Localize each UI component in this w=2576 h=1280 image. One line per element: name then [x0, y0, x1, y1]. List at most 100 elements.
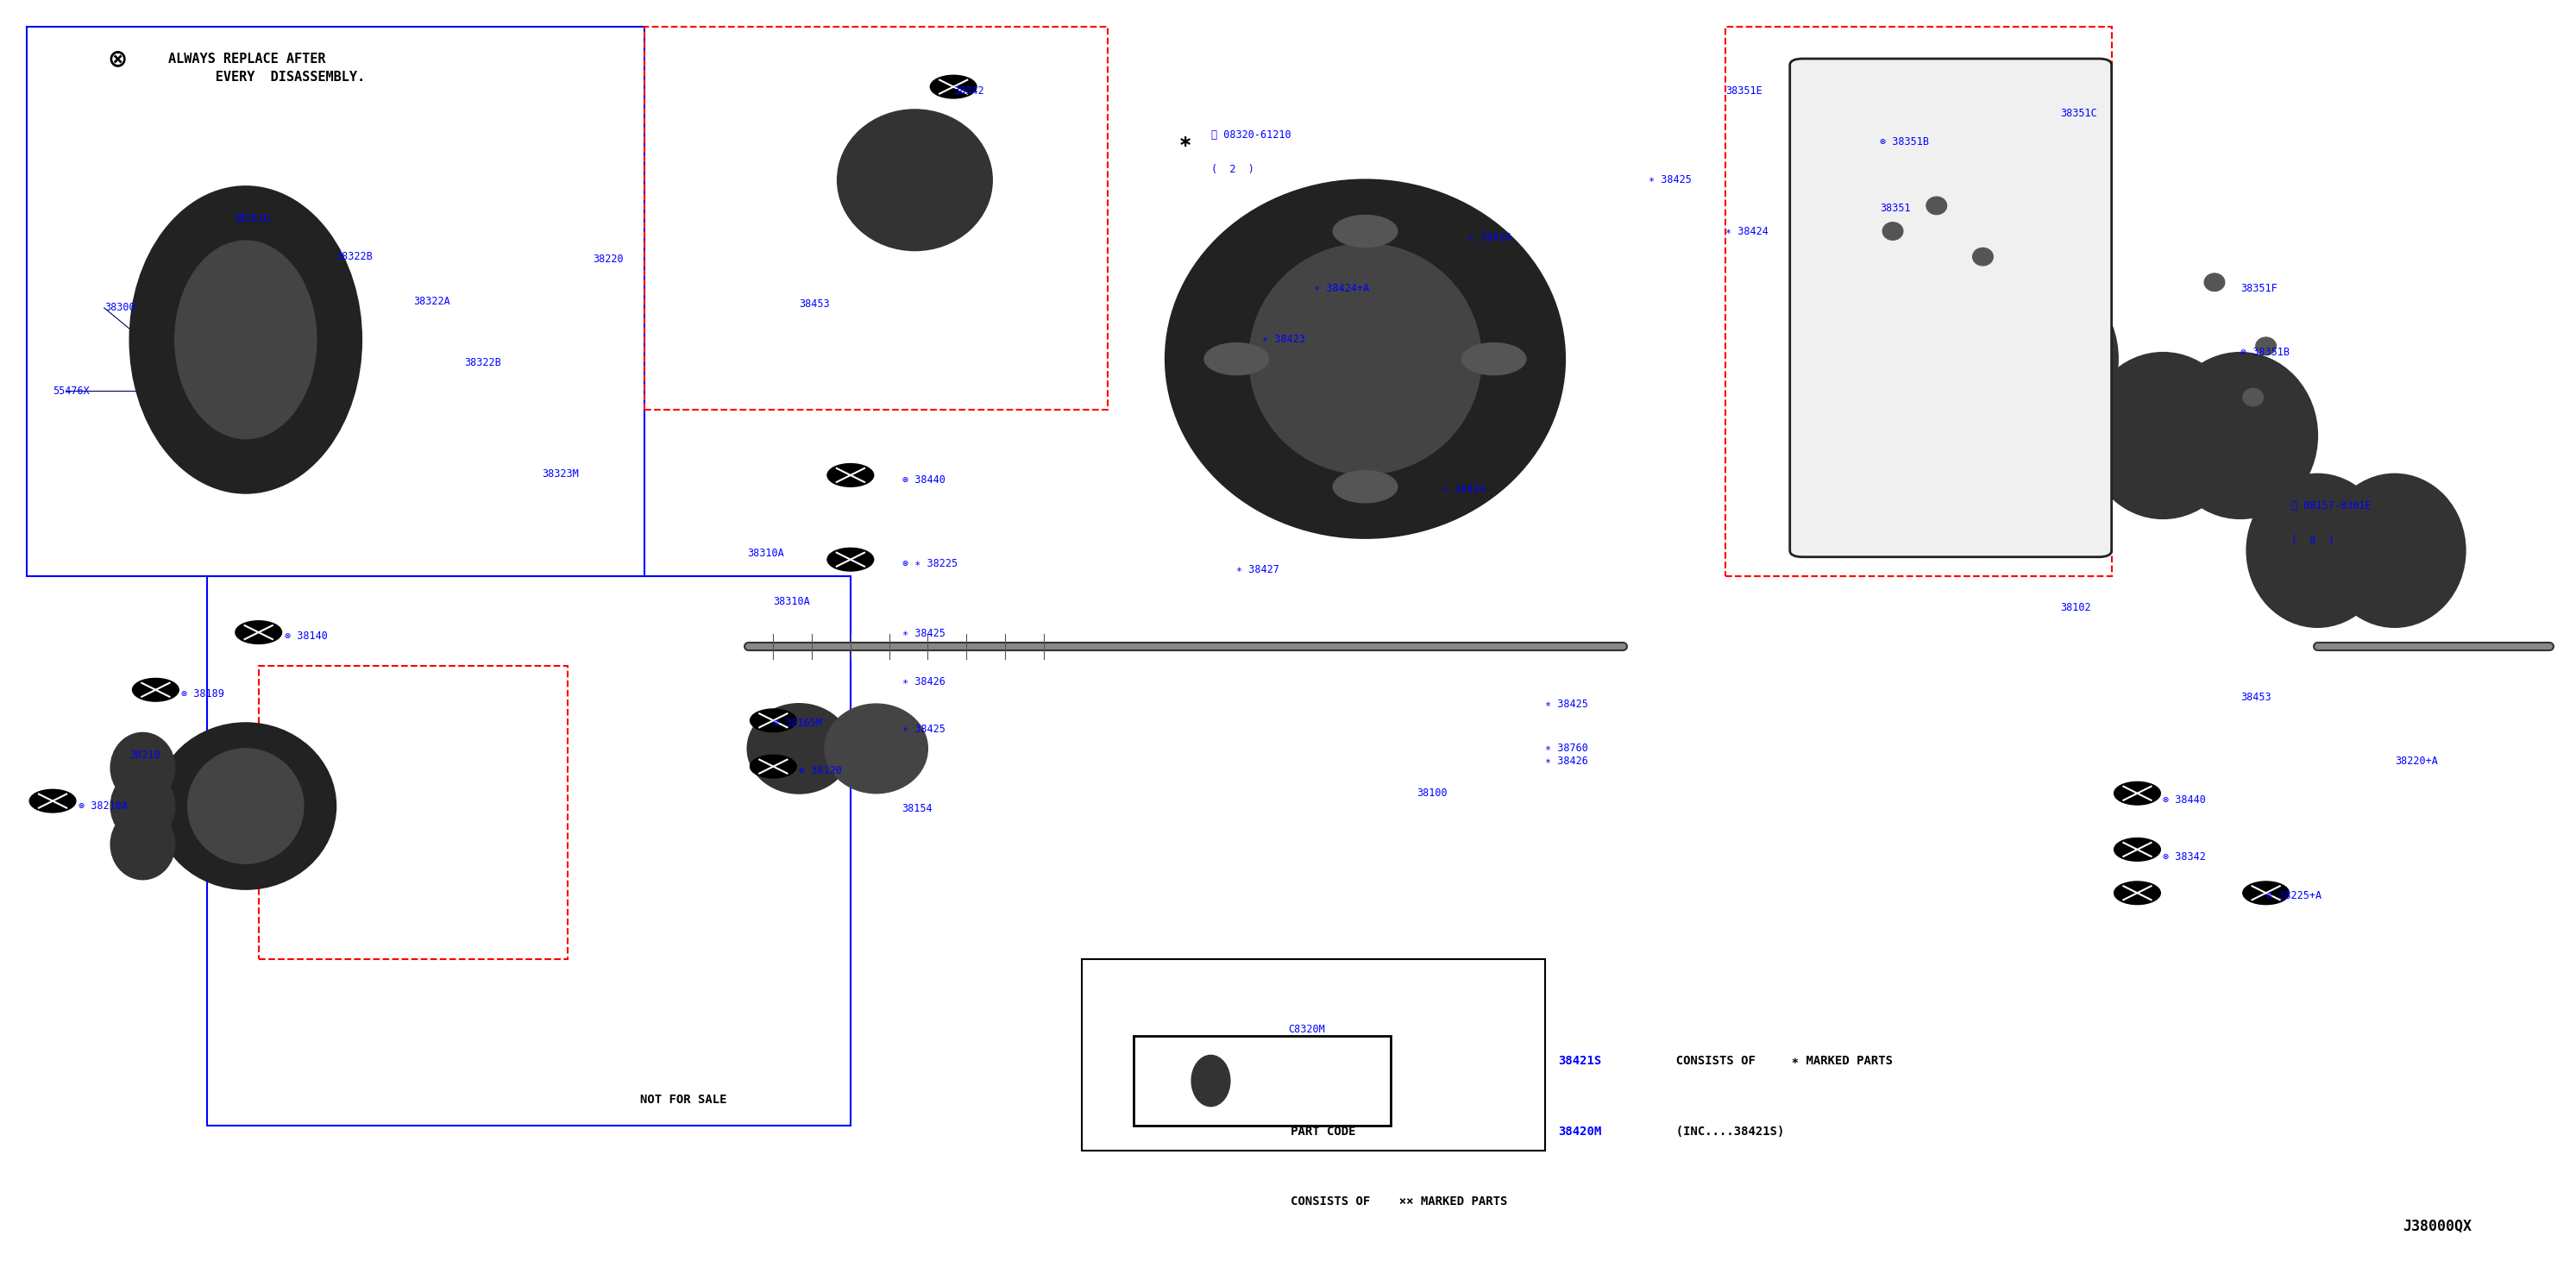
Text: ⊗ 38440: ⊗ 38440 — [2164, 794, 2205, 805]
Text: 55476X: 55476X — [52, 385, 90, 397]
Bar — [206, 576, 850, 1125]
Text: NOT FOR SALE: NOT FOR SALE — [639, 1094, 726, 1106]
Text: 38453: 38453 — [799, 298, 829, 310]
Text: 38154: 38154 — [902, 803, 933, 814]
Text: ∗ 38424: ∗ 38424 — [1726, 225, 1770, 237]
Text: 38300: 38300 — [103, 302, 134, 314]
Text: ∗ 38424: ∗ 38424 — [1443, 484, 1486, 495]
Ellipse shape — [1249, 244, 1481, 474]
Circle shape — [2115, 882, 2161, 905]
Text: 38100: 38100 — [1417, 787, 1448, 799]
Text: 38421S: 38421S — [1558, 1055, 1602, 1068]
Text: PART CODE: PART CODE — [1211, 1125, 1370, 1138]
Ellipse shape — [1206, 343, 1270, 375]
Bar — [1726, 27, 2112, 576]
Text: ∗ 38425: ∗ 38425 — [1546, 699, 1589, 709]
Circle shape — [131, 678, 178, 701]
Text: ⊗ 38165M: ⊗ 38165M — [773, 717, 822, 728]
Bar — [258, 666, 567, 960]
Ellipse shape — [2324, 474, 2465, 627]
Ellipse shape — [837, 110, 992, 251]
Text: CONSISTS OF    ×× MARKED PARTS: CONSISTS OF ×× MARKED PARTS — [1211, 1196, 1507, 1208]
Circle shape — [827, 548, 873, 571]
Text: 38310A: 38310A — [773, 596, 811, 607]
Ellipse shape — [155, 723, 335, 890]
Ellipse shape — [175, 241, 317, 439]
Text: ⊗ 38342: ⊗ 38342 — [2164, 851, 2205, 863]
Bar — [1082, 960, 1546, 1151]
Text: ⊗ 38225+A: ⊗ 38225+A — [2267, 890, 2321, 901]
Text: ∗ 38425: ∗ 38425 — [902, 723, 945, 735]
Ellipse shape — [1873, 270, 2040, 448]
Ellipse shape — [1927, 197, 1947, 215]
Ellipse shape — [2244, 388, 2264, 406]
Ellipse shape — [111, 809, 175, 879]
Text: CONSISTS OF     ∗ MARKED PARTS: CONSISTS OF ∗ MARKED PARTS — [1662, 1055, 1893, 1068]
Text: ⊗ 38351B: ⊗ 38351B — [2241, 347, 2290, 358]
Text: 38351G: 38351G — [232, 212, 270, 224]
Text: C8320M: C8320M — [1288, 1024, 1324, 1036]
Ellipse shape — [1883, 223, 1904, 241]
Text: ∗ 38425: ∗ 38425 — [902, 628, 945, 639]
Text: (  2  ): ( 2 ) — [1211, 164, 1255, 175]
Circle shape — [28, 790, 75, 813]
Text: 38351C: 38351C — [2061, 108, 2097, 119]
Text: ⊗ 38120: ⊗ 38120 — [799, 764, 842, 776]
FancyBboxPatch shape — [1790, 59, 2112, 557]
Text: ∗ 38760: ∗ 38760 — [1546, 742, 1589, 754]
Circle shape — [930, 76, 976, 99]
Text: 38323M: 38323M — [541, 468, 580, 480]
Text: 38342: 38342 — [953, 84, 984, 96]
Text: 38322A: 38322A — [412, 296, 451, 307]
Text: ∗ 38424+A: ∗ 38424+A — [1314, 283, 1368, 294]
Text: ⊗ 38210A: ⊗ 38210A — [77, 800, 129, 812]
Text: ∗ 38426: ∗ 38426 — [902, 677, 945, 687]
Ellipse shape — [1332, 471, 1396, 503]
Text: 38351E: 38351E — [1726, 84, 1762, 96]
Circle shape — [2244, 882, 2290, 905]
Text: 38351: 38351 — [1880, 202, 1911, 214]
Text: 38420M: 38420M — [1558, 1125, 1602, 1138]
Ellipse shape — [1332, 215, 1396, 247]
Text: ALWAYS REPLACE AFTER
      EVERY  DISASSEMBLY.: ALWAYS REPLACE AFTER EVERY DISASSEMBLY. — [167, 52, 366, 83]
Circle shape — [827, 463, 873, 486]
Text: 38322B: 38322B — [464, 357, 502, 369]
Text: ∗ 38425: ∗ 38425 — [1649, 174, 1692, 186]
Text: ⊗ 38440: ⊗ 38440 — [902, 475, 945, 486]
Ellipse shape — [111, 732, 175, 803]
Text: 38220: 38220 — [592, 253, 623, 265]
Text: Ⓢ 08320-61210: Ⓢ 08320-61210 — [1211, 129, 1291, 141]
Text: 38322B: 38322B — [335, 251, 374, 262]
Ellipse shape — [2246, 474, 2388, 627]
Text: 38220+A: 38220+A — [2396, 755, 2437, 767]
Text: ∗: ∗ — [1177, 133, 1193, 150]
Ellipse shape — [747, 704, 850, 794]
Text: Ⓑ 08157-0301E: Ⓑ 08157-0301E — [2293, 500, 2372, 512]
Text: 38351F: 38351F — [2241, 283, 2277, 294]
Ellipse shape — [188, 749, 304, 864]
Text: ∗ 38427: ∗ 38427 — [1236, 564, 1280, 575]
Ellipse shape — [2205, 274, 2226, 292]
Ellipse shape — [824, 704, 927, 794]
Circle shape — [2115, 782, 2161, 805]
Ellipse shape — [1193, 1055, 1231, 1106]
Ellipse shape — [1167, 180, 1564, 538]
Text: ⊗ ∗ 38225: ⊗ ∗ 38225 — [902, 558, 958, 568]
Text: ⊗ 38351B: ⊗ 38351B — [1880, 136, 1929, 147]
Circle shape — [2115, 838, 2161, 861]
Text: (  8  ): ( 8 ) — [2293, 535, 2334, 547]
Circle shape — [234, 621, 281, 644]
Text: 38453: 38453 — [2241, 692, 2272, 703]
Text: ⊗: ⊗ — [108, 46, 126, 70]
Bar — [26, 27, 644, 576]
Ellipse shape — [1461, 343, 1525, 375]
Bar — [644, 27, 1108, 410]
Ellipse shape — [111, 771, 175, 841]
Text: (INC....38421S): (INC....38421S) — [1662, 1125, 1785, 1138]
Text: 38210: 38210 — [129, 749, 160, 760]
Ellipse shape — [1973, 248, 1994, 266]
Text: NOTES:   PART CODE: NOTES: PART CODE — [1211, 1055, 1355, 1068]
Ellipse shape — [2257, 337, 2277, 355]
Bar — [1133, 1036, 1391, 1125]
Text: ⊗ 38189: ⊗ 38189 — [180, 689, 224, 699]
